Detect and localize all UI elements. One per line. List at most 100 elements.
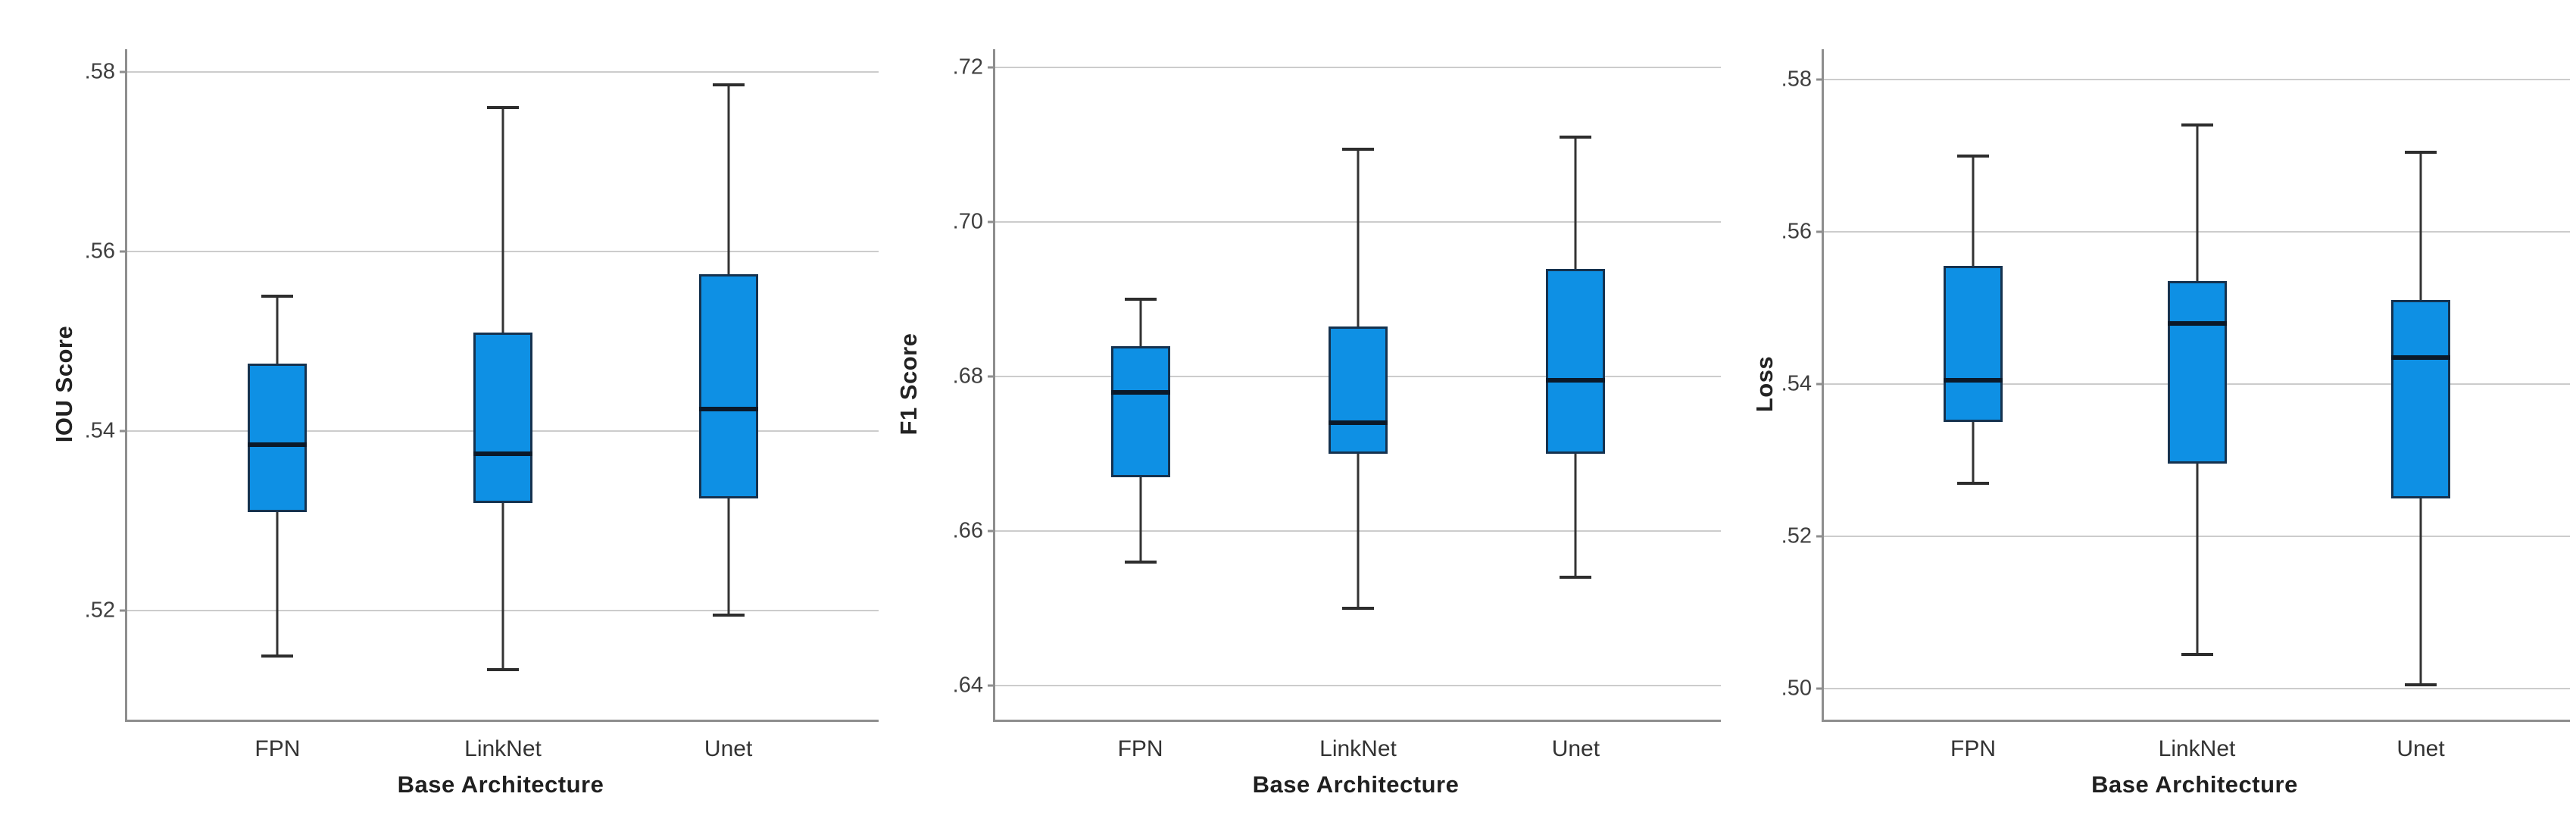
y-tick-mark: [988, 375, 995, 378]
y-tick-mark: [1816, 383, 1824, 386]
median-line: [698, 406, 758, 411]
y-tick-mark: [120, 609, 127, 612]
category-label: LinkNet: [1319, 736, 1397, 761]
whisker-cap-high: [261, 295, 294, 298]
gridline: [995, 221, 1721, 223]
gridline: [995, 67, 1721, 69]
median-line: [1110, 389, 1170, 395]
y-tick-mark: [1816, 78, 1824, 81]
plot-area: .50 .52 .54 .56 .58 FPN LinkNet Unet: [1781, 49, 2570, 761]
box-iqr: [1546, 268, 1606, 455]
y-tick-mark: [1816, 687, 1824, 690]
median-line: [473, 451, 532, 456]
upper-whisker: [1357, 148, 1360, 327]
whisker-cap-low: [1957, 481, 1989, 485]
gridline: [1824, 535, 2570, 537]
upper-whisker: [1574, 137, 1577, 269]
gridline: [127, 250, 879, 252]
lower-whisker: [501, 503, 504, 670]
upper-whisker: [727, 85, 730, 274]
y-tick-label: .58: [84, 59, 115, 84]
y-tick-mark: [988, 220, 995, 223]
y-tick-label: .66: [952, 518, 983, 543]
y-tick-label: .54: [84, 418, 115, 443]
y-axis-title: F1 Score: [895, 333, 922, 436]
upper-whisker: [276, 296, 279, 364]
y-tick-label: .68: [952, 364, 983, 389]
category-label: Unet: [704, 736, 753, 761]
y-tick-label: .52: [84, 598, 115, 623]
gridline: [995, 685, 1721, 687]
gridline: [127, 430, 879, 433]
upper-whisker: [1972, 155, 1975, 267]
whisker-cap-high: [1560, 136, 1592, 139]
whisker-cap-low: [261, 654, 294, 658]
whisker-cap-low: [1124, 561, 1157, 564]
whisker-cap-high: [1342, 147, 1374, 151]
box-iqr: [1110, 345, 1170, 477]
y-tick-label: .52: [1781, 523, 1812, 548]
box-iqr: [248, 364, 308, 512]
gridline: [127, 70, 879, 73]
lower-whisker: [1139, 476, 1142, 562]
y-tick-label: .54: [1781, 371, 1812, 396]
median-line: [1944, 377, 2003, 383]
box-iqr: [1944, 266, 2003, 423]
box-iqr: [698, 273, 758, 499]
median-line: [1329, 420, 1388, 426]
whisker-cap-high: [487, 106, 519, 110]
y-axis-title: IOU Score: [51, 325, 77, 443]
upper-whisker: [2196, 125, 2198, 282]
y-axis-title: Loss: [1751, 355, 1778, 413]
lower-whisker: [727, 498, 730, 616]
category-label: FPN: [254, 736, 301, 761]
y-tick-label: .56: [1781, 219, 1812, 244]
upper-whisker: [2419, 152, 2422, 301]
category-label: Unet: [2396, 736, 2445, 761]
y-tick-mark: [120, 250, 127, 253]
gridline: [1824, 79, 2570, 81]
whisker-cap-high: [1124, 298, 1157, 301]
whisker-cap-low: [712, 614, 745, 617]
category-label: Unet: [1551, 736, 1600, 761]
upper-whisker: [501, 108, 504, 333]
whisker-cap-high: [2405, 150, 2437, 154]
whisker-cap-high: [2181, 123, 2213, 127]
whisker-cap-high: [712, 83, 745, 87]
lower-whisker: [1357, 454, 1360, 609]
y-tick-mark: [988, 66, 995, 69]
y-tick-mark: [988, 684, 995, 687]
x-axis-title: Base Architecture: [397, 771, 604, 798]
upper-whisker: [1139, 299, 1142, 346]
median-line: [248, 442, 308, 447]
whisker-cap-low: [2405, 683, 2437, 686]
lower-whisker: [276, 511, 279, 656]
y-tick-label: .72: [952, 55, 983, 80]
median-line: [1546, 378, 1606, 383]
lower-whisker: [1972, 422, 1975, 483]
whisker-cap-high: [1957, 154, 1989, 158]
gridline: [995, 530, 1721, 533]
whisker-cap-low: [1342, 607, 1374, 611]
median-line: [2391, 355, 2450, 360]
gridline: [1824, 383, 2570, 385]
box-iqr: [2167, 281, 2227, 464]
category-label: FPN: [1950, 736, 1996, 761]
box-iqr: [473, 332, 532, 504]
category-label: LinkNet: [2158, 736, 2236, 761]
y-tick-label: .56: [84, 239, 115, 264]
lower-whisker: [2419, 498, 2422, 685]
gridline: [1824, 231, 2570, 233]
lower-whisker: [1574, 454, 1577, 578]
median-line: [2167, 320, 2227, 326]
y-tick-mark: [988, 530, 995, 533]
x-axis-title: Base Architecture: [1252, 771, 1460, 798]
whisker-cap-low: [2181, 652, 2213, 656]
y-tick-label: .70: [952, 209, 983, 234]
plot-area: .52 .54 .56 .58 FPN LinkNet Unet: [85, 49, 879, 761]
y-tick-mark: [120, 70, 127, 73]
gridline: [995, 376, 1721, 378]
